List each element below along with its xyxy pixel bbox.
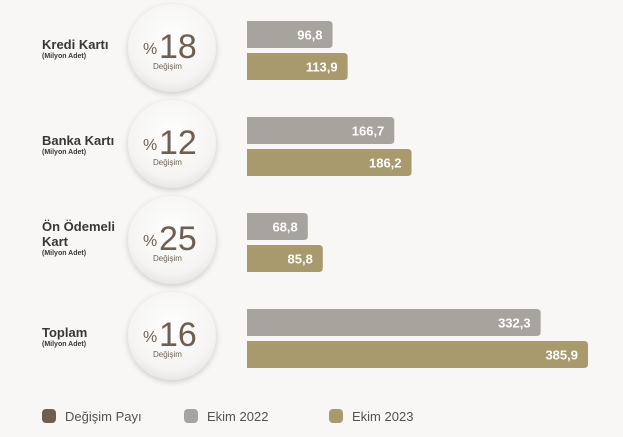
bar-ekim-2022-row-2 (247, 117, 395, 144)
legend-label: Değişim Payı (65, 408, 142, 424)
change-value: 12 (159, 124, 197, 162)
bar-value-label-row-1-series-1: 96,8 (297, 28, 322, 43)
bar-ekim-2022-row-3 (247, 213, 308, 240)
bar-ekim-2023-row-1 (247, 53, 348, 80)
bar-value-label-row-2-series-2: 186,2 (369, 156, 402, 171)
category-label-row-3: Ön Ödemeli (42, 219, 115, 234)
legend-item-2: Ekim 2022 (184, 408, 268, 424)
change-caption: Değişim (153, 158, 182, 167)
bar-value-label-row-2-series-1: 166,7 (352, 124, 385, 139)
legend-swatch (184, 409, 198, 423)
category-label-row-3: Kart (42, 234, 69, 249)
change-value: 25 (159, 220, 197, 258)
change-percent-sign: % (143, 233, 157, 250)
bar-ekim-2022-row-1 (247, 21, 333, 48)
bar-ekim-2023-row-2 (247, 149, 412, 176)
legend-swatch (329, 409, 343, 423)
bar-value-label-row-4-series-1: 332,3 (498, 316, 531, 331)
change-caption: Değişim (153, 62, 182, 71)
category-label-row-2: Banka Kartı (42, 133, 115, 148)
change-percent-sign: % (143, 137, 157, 154)
bar-ekim-2022-row-4 (247, 309, 541, 336)
change-percent-sign: % (143, 329, 157, 346)
category-label-row-1: Kredi Kartı (42, 37, 109, 52)
category-unit-row-1: (Milyon Adet) (42, 53, 87, 60)
change-value: 16 (159, 316, 197, 354)
bar-value-label-row-3-series-2: 85,8 (288, 252, 313, 267)
bar-ekim-2023-row-3 (247, 245, 323, 272)
bar-ekim-2023-row-4 (247, 341, 588, 368)
category-label-row-4: Toplam (42, 325, 88, 340)
change-value: 18 (159, 28, 197, 66)
legend-label: Ekim 2022 (207, 408, 269, 424)
bar-value-label-row-3-series-1: 68,8 (272, 220, 297, 235)
bar-value-label-row-4-series-2: 385,9 (545, 348, 578, 363)
change-caption: Değişim (153, 254, 182, 263)
bar-value-label-row-1-series-2: 113,9 (306, 60, 338, 75)
category-unit-row-4: (Milyon Adet) (42, 341, 87, 348)
legend-label: Ekim 2023 (352, 408, 414, 424)
legend-swatch (42, 409, 56, 423)
change-caption: Değişim (153, 350, 182, 359)
category-unit-row-3: (Milyon Adet) (42, 250, 87, 257)
category-unit-row-2: (Milyon Adet) (42, 149, 87, 156)
legend-item-3: Ekim 2023 (329, 408, 413, 424)
legend-item-1: Değişim Payı (42, 408, 142, 424)
change-percent-sign: % (143, 41, 157, 58)
